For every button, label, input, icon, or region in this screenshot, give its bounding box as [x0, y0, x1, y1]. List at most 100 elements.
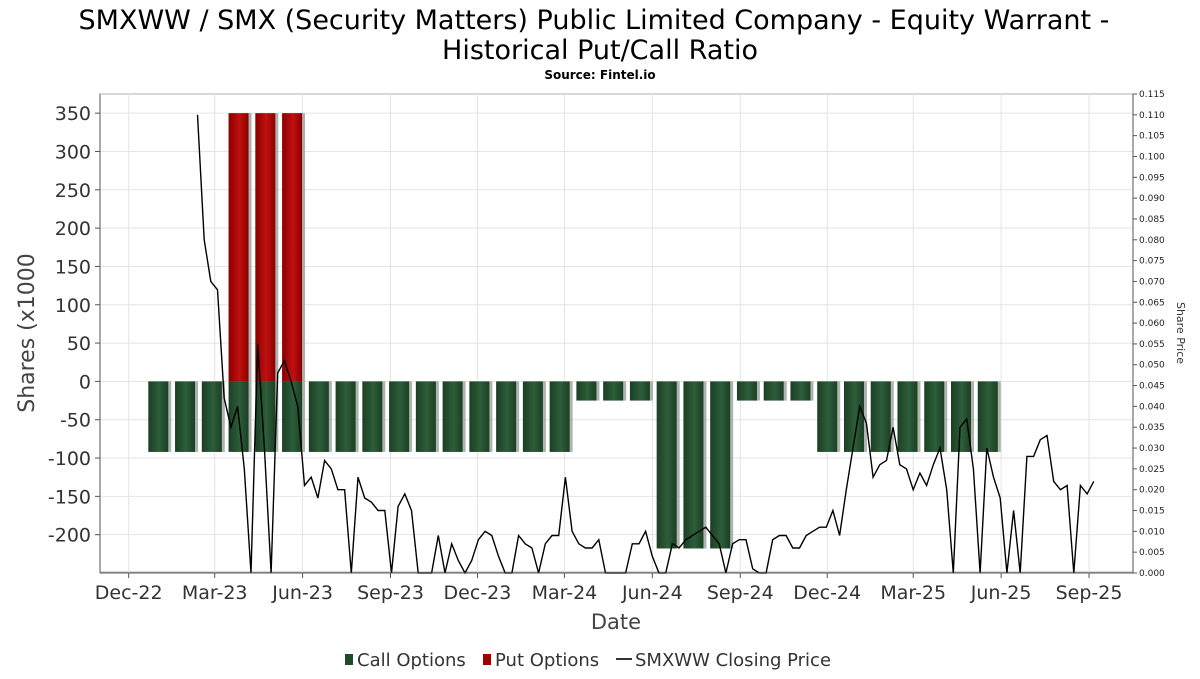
x-tick-label: Sep-23 — [357, 582, 424, 604]
call-bar — [576, 381, 597, 401]
x-tick-label: Mar-25 — [880, 582, 946, 604]
y-tick-label: 0 — [79, 371, 91, 393]
call-bar — [603, 381, 624, 401]
legend-call-swatch — [345, 654, 353, 665]
call-bar — [496, 381, 517, 452]
put-bar — [282, 113, 303, 382]
y-tick-label: 250 — [55, 180, 91, 202]
x-tick-label: Sep-24 — [707, 582, 774, 604]
x-tick-label: Mar-24 — [532, 582, 598, 604]
call-bar — [549, 381, 570, 452]
y2-axis-label: Share Price — [1174, 302, 1187, 364]
y2-tick-label: 0.075 — [1139, 257, 1165, 267]
y2-tick-label: 0.000 — [1139, 569, 1165, 579]
call-bar — [870, 381, 891, 452]
call-bar — [790, 381, 811, 401]
x-tick-label: Mar-23 — [182, 582, 248, 604]
call-bar — [442, 381, 463, 452]
y2-axis-ticks: 0.115 0.110 0.105 0.100 0.095 0.090 0.085 0.080… — [1133, 90, 1165, 579]
price-line — [196, 114, 1095, 575]
call-bar — [282, 381, 303, 452]
x-tick-label: Dec-24 — [793, 582, 861, 604]
x-tick-label: Jun-23 — [271, 582, 333, 604]
chart-title-line-1: SMXWW / SMX (Security Matters) Public Li… — [79, 5, 1110, 36]
y2-tick-label: 0.105 — [1139, 132, 1165, 142]
x-axis-ticks: Dec-22 Mar-23 Jun-23 Sep-23 Dec-23 Mar-24 Jun-… — [95, 573, 1123, 604]
y-axis-ticks: 350 300 250 200 150 100 50 0 -50 -100 -150 -200 — [48, 103, 100, 547]
call-bar — [950, 381, 971, 452]
x-axis-label: Date — [591, 610, 641, 634]
y2-tick-label: 0.005 — [1139, 548, 1165, 558]
y2-tick-label: 0.095 — [1139, 173, 1165, 183]
call-bar — [201, 381, 222, 452]
plot-area — [99, 93, 1134, 573]
y2-tick-label: 0.050 — [1139, 361, 1165, 371]
call-bar — [977, 381, 998, 452]
y2-tick-label: 0.015 — [1139, 507, 1165, 517]
put-bar — [228, 113, 249, 382]
y-tick-label: -50 — [60, 410, 91, 432]
legend-put-label: Put Options — [495, 650, 599, 671]
y2-tick-label: 0.025 — [1139, 465, 1165, 475]
y2-tick-label: 0.060 — [1139, 319, 1165, 329]
call-bar — [522, 381, 543, 452]
chart-subtitle: Source: Fintel.io — [544, 68, 655, 82]
call-bar — [335, 381, 356, 452]
chart-title-line-2: Historical Put/Call Ratio — [442, 35, 758, 66]
y2-tick-label: 0.030 — [1139, 444, 1165, 454]
y-tick-label: 300 — [55, 141, 91, 163]
call-bar — [389, 381, 410, 452]
y-tick-label: 50 — [67, 333, 91, 355]
call-bar — [255, 381, 276, 452]
y2-tick-label: 0.080 — [1139, 236, 1165, 246]
y-tick-label: 200 — [55, 218, 91, 240]
y2-tick-label: 0.090 — [1139, 194, 1165, 204]
x-tick-label: Jun-24 — [621, 582, 683, 604]
y2-tick-label: 0.100 — [1139, 152, 1165, 162]
call-bar — [362, 381, 383, 452]
call-bar — [817, 381, 838, 452]
price-line-group — [196, 114, 1095, 575]
call-bar — [175, 381, 196, 452]
y2-tick-label: 0.035 — [1139, 423, 1165, 433]
call-bar — [683, 381, 704, 549]
put-bars — [228, 113, 306, 382]
y2-tick-label: 0.065 — [1139, 298, 1165, 308]
call-bar — [415, 381, 436, 452]
y2-tick-label: 0.040 — [1139, 402, 1165, 412]
y-tick-label: -150 — [48, 486, 91, 508]
put-bar — [255, 113, 276, 382]
call-bar — [924, 381, 945, 452]
y2-tick-label: 0.110 — [1139, 111, 1165, 121]
call-bar — [469, 381, 490, 452]
call-bar — [897, 381, 918, 452]
y2-tick-label: 0.070 — [1139, 277, 1165, 287]
x-tick-label: Dec-22 — [95, 582, 163, 604]
call-bar — [736, 381, 757, 401]
y2-tick-label: 0.055 — [1139, 340, 1165, 350]
call-bar — [763, 381, 784, 401]
x-tick-label: Dec-23 — [444, 582, 512, 604]
legend: Call Options Put Options SMXWW Closing P… — [345, 650, 831, 671]
y2-tick-label: 0.045 — [1139, 382, 1165, 392]
call-bars — [148, 381, 1001, 549]
y-tick-label: -200 — [48, 525, 91, 547]
y-tick-label: 100 — [55, 295, 91, 317]
legend-put-swatch — [483, 654, 491, 665]
y2-tick-label: 0.115 — [1139, 90, 1165, 100]
call-bar — [656, 381, 677, 549]
y2-tick-label: 0.085 — [1139, 215, 1165, 225]
legend-price-label: SMXWW Closing Price — [635, 650, 831, 671]
y-tick-label: -100 — [48, 448, 91, 470]
y2-tick-label: 0.010 — [1139, 527, 1165, 537]
legend-call-label: Call Options — [357, 650, 466, 671]
call-bar — [710, 381, 731, 549]
y2-tick-label: 0.020 — [1139, 486, 1165, 496]
x-tick-label: Jun-25 — [970, 582, 1032, 604]
y-axis-label: Shares (x1000 — [15, 253, 40, 413]
x-tick-label: Sep-25 — [1056, 582, 1123, 604]
call-bar — [629, 381, 650, 401]
call-bar — [148, 381, 169, 452]
